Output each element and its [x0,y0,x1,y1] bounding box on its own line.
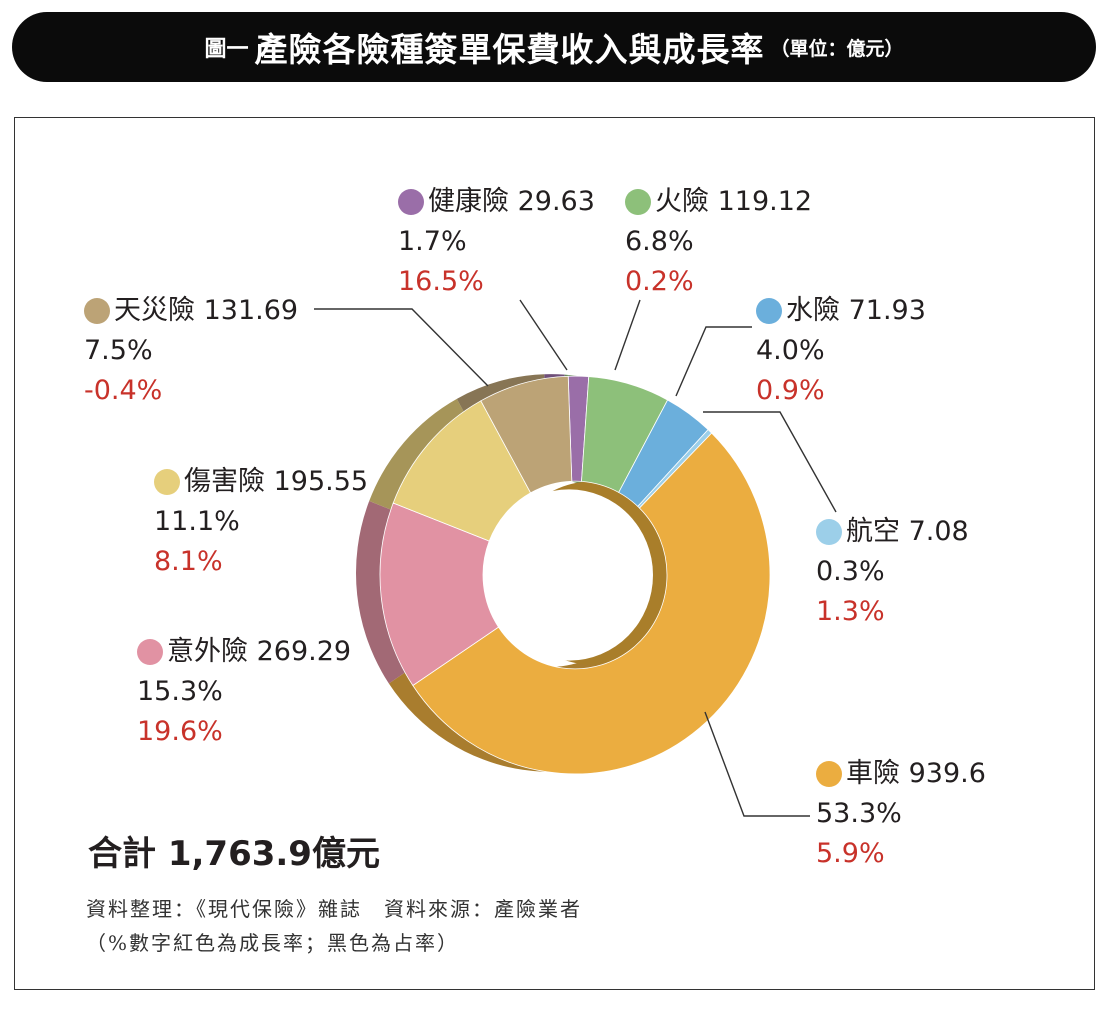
chart-title-bar: 圖一 產險各險種簽單保費收入與成長率 （單位：億元） [12,12,1096,82]
leader-line-aviation [703,411,837,513]
fire-title: 火險 119.12 [655,186,813,217]
injury-legend-dot [154,469,180,495]
aviation-title: 航空 7.08 [846,516,969,547]
accident-share: 15.3% [137,676,223,707]
aviation-share: 0.3% [816,556,885,587]
label-disaster: 天災險 131.69 7.5% -0.4% [84,291,298,411]
label-auto: 車險 939.6 53.3% 5.9% [816,754,986,874]
total-premium: 合計 1,763.9億元 [88,834,380,874]
figure-number: 圖一 [204,37,249,62]
donut-slice-車險 [412,432,771,775]
label-health: 健康險 29.63 1.7% 16.5% [398,182,595,302]
chart-frame [14,117,1095,990]
accident-growth: 19.6% [137,716,223,747]
label-injury: 傷害險 195.55 11.1% 8.1% [154,462,368,582]
disaster-title: 天災險 131.69 [114,295,299,326]
health-share: 1.7% [398,226,467,257]
health-legend-dot [398,189,424,215]
label-marine: 水險 71.93 4.0% 0.9% [756,291,926,411]
accident-legend-dot [137,639,163,665]
source-line-2: （%數字紅色為成長率；黑色為占率） [86,931,460,955]
donut-slice-意外險 [379,502,500,687]
fire-share: 6.8% [625,226,694,257]
disaster-legend-dot [84,298,110,324]
aviation-legend-dot [816,519,842,545]
auto-share: 53.3% [816,798,902,829]
injury-share: 11.1% [154,506,240,537]
label-accident: 意外險 269.29 15.3% 19.6% [137,632,351,752]
auto-growth: 5.9% [816,838,885,869]
health-growth: 16.5% [398,266,484,297]
aviation-growth: 1.3% [816,596,885,627]
donut-slice-天災險 [480,375,573,494]
injury-growth: 8.1% [154,546,223,577]
label-aviation: 航空 7.08 0.3% 1.3% [816,512,969,632]
fire-legend-dot [625,189,651,215]
leader-line-marine [675,326,752,397]
auto-legend-dot [816,761,842,787]
marine-share: 4.0% [756,335,825,366]
disaster-growth: -0.4% [84,375,163,406]
auto-title: 車險 939.6 [846,758,986,789]
injury-title: 傷害險 195.55 [184,466,369,497]
marine-growth: 0.9% [756,375,825,406]
chart-title: 產險各險種簽單保費收入與成長率 [254,30,765,69]
health-title: 健康險 29.63 [428,186,595,217]
leader-line-health [519,299,568,371]
accident-title: 意外險 269.29 [167,636,352,667]
marine-legend-dot [756,298,782,324]
disaster-share: 7.5% [84,335,153,366]
chart-unit: （單位：億元） [770,37,904,60]
leader-line-fire [614,299,641,371]
leader-line-auto [704,711,810,817]
leader-line-disaster [314,308,489,387]
source-note: 資料整理：《現代保險》雜誌 資料來源：產險業者 （%數字紅色為成長率；黑色為占率… [86,892,582,960]
label-fire: 火險 119.12 6.8% 0.2% [625,182,812,302]
donut-hole [485,489,653,661]
fire-growth: 0.2% [625,266,694,297]
source-line-1: 資料整理：《現代保險》雜誌 資料來源：產險業者 [86,897,582,921]
marine-title: 水險 71.93 [786,295,926,326]
